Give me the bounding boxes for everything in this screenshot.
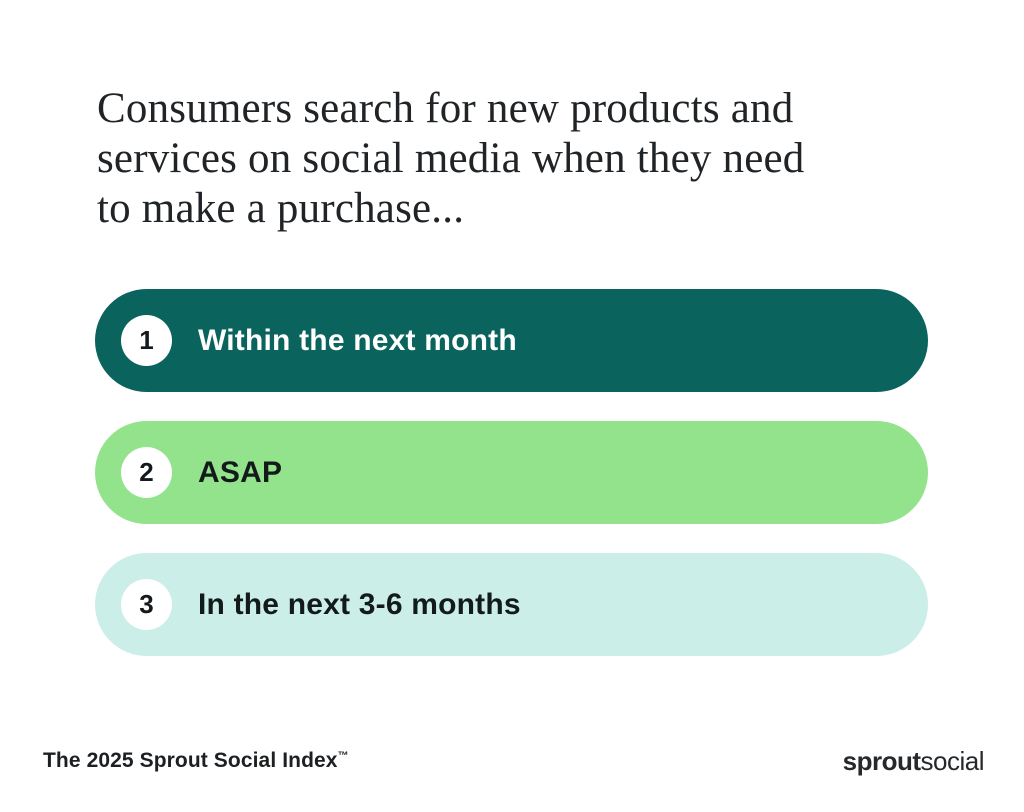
sproutsocial-logo: sproutsocial xyxy=(842,746,985,777)
title-line-2: services on social media when they need xyxy=(97,135,805,182)
trademark-symbol: ™ xyxy=(337,750,349,762)
rank-number: 3 xyxy=(139,589,154,619)
page-title: Consumers search for new products and se… xyxy=(97,84,957,234)
bar-rank-2: 2 ASAP xyxy=(95,421,928,524)
title-line-3: to make a purchase... xyxy=(97,185,465,232)
ranked-bar-list: 1 Within the next month 2 ASAP 3 In the … xyxy=(95,289,928,656)
bar-label-1: Within the next month xyxy=(198,323,517,357)
rank-badge-1: 1 xyxy=(121,315,172,366)
bar-rank-3: 3 In the next 3-6 months xyxy=(95,553,928,656)
logo-sprout-text: sprout xyxy=(842,746,921,776)
source-attribution: The 2025 Sprout Social Index™ xyxy=(43,749,349,773)
title-line-1: Consumers search for new products and xyxy=(97,85,794,132)
rank-badge-3: 3 xyxy=(121,579,172,630)
bar-rank-1: 1 Within the next month xyxy=(95,289,928,392)
source-text: The 2025 Sprout Social Index xyxy=(43,749,338,772)
bar-label-2: ASAP xyxy=(198,455,283,489)
rank-badge-2: 2 xyxy=(121,447,172,498)
logo-social-text: social xyxy=(920,746,985,776)
rank-number: 1 xyxy=(139,325,154,355)
rank-number: 2 xyxy=(139,457,154,487)
bar-label-3: In the next 3-6 months xyxy=(198,587,521,621)
